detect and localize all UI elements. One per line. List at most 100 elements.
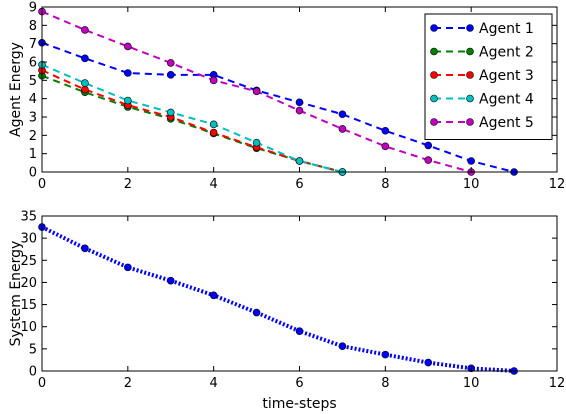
data-point (424, 156, 433, 164)
series-line (41, 225, 515, 373)
y-tick-label: 1 (29, 147, 37, 162)
legend-item: Agent 1 (430, 21, 534, 37)
y-tick-label: 20 (20, 276, 37, 291)
y-tick-label: 35 (20, 210, 37, 225)
legend-label: Agent 5 (479, 115, 534, 131)
data-point (209, 76, 218, 85)
legend-label: Agent 3 (479, 68, 534, 84)
x-tick-label: 6 (295, 177, 303, 192)
y-tick-label: 3 (29, 111, 37, 126)
y-tick-label: 9 (29, 1, 37, 16)
x-tick-label: 8 (381, 177, 389, 192)
legend-label: Agent 1 (479, 21, 534, 37)
data-point (424, 358, 433, 367)
data-point (252, 138, 261, 147)
y-tick-label: 0 (29, 365, 37, 380)
legend-item: Agent 5 (430, 115, 534, 131)
data-point (252, 308, 261, 317)
y-tick-label: 2 (29, 129, 37, 144)
series-agent-5 (38, 7, 475, 176)
x-tick-label: 10 (463, 177, 480, 192)
legend-marker (430, 118, 438, 126)
series-line (41, 41, 515, 173)
legend-marker (466, 47, 474, 56)
data-point (424, 141, 433, 150)
legend-marker (466, 94, 474, 103)
series-line (41, 63, 343, 173)
data-point (252, 87, 261, 96)
legend-marker (430, 94, 438, 103)
series-agent-4 (38, 60, 347, 176)
x-tick-label: 0 (38, 376, 46, 391)
y-tick-label: 5 (29, 342, 37, 357)
x-tick-label: 8 (381, 376, 389, 391)
x-tick-label: 0 (38, 177, 46, 192)
legend-marker (430, 71, 438, 79)
data-point (124, 96, 132, 105)
y-tick-label: 8 (29, 19, 37, 34)
data-point (381, 142, 390, 151)
data-point (166, 59, 175, 67)
series-agent-1 (38, 38, 518, 176)
y-tick-label: 10 (20, 320, 37, 335)
y-tick-label: 4 (29, 92, 37, 107)
x-tick-label: 10 (463, 376, 480, 391)
data-point (81, 54, 89, 63)
data-point (81, 85, 89, 94)
data-point (209, 128, 218, 137)
x-tick-label: 12 (549, 376, 566, 391)
y-tick-label: 5 (29, 74, 37, 89)
data-point (381, 126, 390, 135)
legend-label: Agent 4 (479, 92, 534, 108)
data-point (295, 157, 304, 165)
data-point (81, 26, 89, 34)
legend-item: Agent 2 (430, 45, 534, 61)
y-tick-label: 15 (20, 298, 37, 313)
data-point (295, 98, 304, 107)
legend: Agent 1 Agent 2 Agent 3 Agent 4 Agent 5 (424, 13, 553, 140)
y-tick-label: 7 (29, 37, 37, 52)
data-point (338, 342, 347, 351)
x-tick-label: 4 (210, 177, 218, 192)
data-point (124, 69, 132, 77)
data-point (467, 157, 475, 165)
panel-2: 0 2 4 6 8 10 12 0 5 10 15 20 25 30 35 System Energy time… (8, 210, 565, 413)
legend-label: Agent 2 (479, 45, 534, 61)
data-point (81, 244, 89, 253)
data-point (295, 106, 304, 115)
data-point (166, 71, 175, 79)
y-axis-label: Agent Energy (8, 42, 24, 137)
legend-marker (466, 118, 474, 126)
x-axis-label: time-steps (262, 396, 336, 412)
x-tick-label: 4 (210, 376, 218, 391)
y-tick-label: 6 (29, 56, 37, 71)
series-line (41, 74, 343, 173)
x-tick-label: 6 (295, 376, 303, 391)
data-point (124, 263, 132, 272)
x-tick-label: 2 (124, 177, 132, 192)
data-point (81, 79, 89, 87)
legend-item: Agent 3 (430, 68, 534, 84)
legend-marker (466, 24, 474, 32)
series-system-energy (38, 223, 518, 375)
legend-marker (430, 47, 438, 56)
x-tick-label: 2 (124, 376, 132, 391)
y-axis-label: System Energy (8, 241, 24, 347)
legend-item: Agent 4 (430, 92, 534, 108)
data-point (209, 120, 218, 129)
data-point (295, 327, 304, 335)
y-tick-label: 0 (29, 166, 37, 181)
data-point (381, 350, 390, 359)
legend-box (424, 13, 553, 140)
x-tick-label: 12 (549, 177, 566, 192)
legend-marker (466, 71, 474, 79)
data-point (166, 108, 175, 117)
data-point (124, 42, 132, 51)
y-tick-label: 25 (20, 254, 37, 269)
data-point (166, 276, 175, 285)
y-tick-label: 30 (20, 232, 37, 247)
data-point (209, 291, 218, 300)
data-point (338, 125, 347, 133)
